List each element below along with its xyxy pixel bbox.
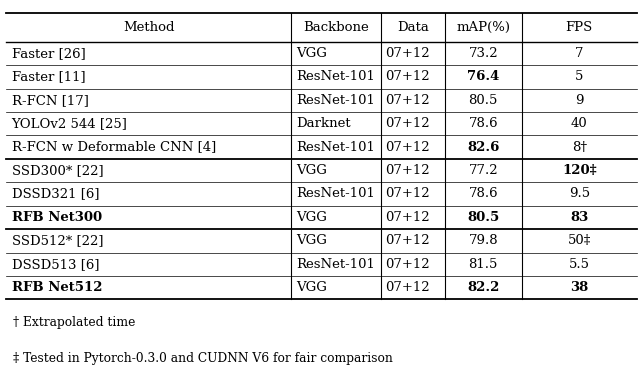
Text: Backbone: Backbone bbox=[303, 21, 369, 34]
Text: YOLOv2 544 [25]: YOLOv2 544 [25] bbox=[12, 117, 127, 130]
Text: 5.5: 5.5 bbox=[569, 258, 589, 271]
Text: 76.4: 76.4 bbox=[467, 70, 499, 83]
Text: DSSD513 [6]: DSSD513 [6] bbox=[12, 258, 99, 271]
Text: VGG: VGG bbox=[296, 47, 327, 60]
Text: VGG: VGG bbox=[296, 211, 327, 224]
Text: 78.6: 78.6 bbox=[468, 188, 498, 200]
Text: VGG: VGG bbox=[296, 281, 327, 294]
Text: R-FCN [17]: R-FCN [17] bbox=[12, 94, 88, 107]
Text: 07+12: 07+12 bbox=[385, 70, 429, 83]
Text: ResNet-101: ResNet-101 bbox=[296, 188, 375, 200]
Text: 07+12: 07+12 bbox=[385, 47, 429, 60]
Text: 82.2: 82.2 bbox=[467, 281, 499, 294]
Text: 82.6: 82.6 bbox=[467, 141, 499, 153]
Text: mAP(%): mAP(%) bbox=[456, 21, 510, 34]
Text: 07+12: 07+12 bbox=[385, 234, 429, 247]
Text: 07+12: 07+12 bbox=[385, 94, 429, 107]
Text: 07+12: 07+12 bbox=[385, 281, 429, 294]
Text: SSD512* [22]: SSD512* [22] bbox=[12, 234, 103, 247]
Text: 38: 38 bbox=[570, 281, 588, 294]
Text: ResNet-101: ResNet-101 bbox=[296, 141, 375, 153]
Text: † Extrapolated time: † Extrapolated time bbox=[13, 316, 135, 329]
Text: DSSD321 [6]: DSSD321 [6] bbox=[12, 188, 99, 200]
Text: RFB Net512: RFB Net512 bbox=[12, 281, 102, 294]
Text: 07+12: 07+12 bbox=[385, 141, 429, 153]
Text: 79.8: 79.8 bbox=[468, 234, 498, 247]
Text: Faster [11]: Faster [11] bbox=[12, 70, 85, 83]
Text: VGG: VGG bbox=[296, 234, 327, 247]
Text: 83: 83 bbox=[570, 211, 588, 224]
Text: 9.5: 9.5 bbox=[568, 188, 590, 200]
Text: ResNet-101: ResNet-101 bbox=[296, 70, 375, 83]
Text: 07+12: 07+12 bbox=[385, 211, 429, 224]
Text: 07+12: 07+12 bbox=[385, 164, 429, 177]
Text: ‡ Tested in Pytorch-0.3.0 and CUDNN V6 for fair comparison: ‡ Tested in Pytorch-0.3.0 and CUDNN V6 f… bbox=[13, 352, 393, 365]
Text: SSD300* [22]: SSD300* [22] bbox=[12, 164, 103, 177]
Text: ResNet-101: ResNet-101 bbox=[296, 94, 375, 107]
Text: 81.5: 81.5 bbox=[468, 258, 498, 271]
Text: 7: 7 bbox=[575, 47, 584, 60]
Text: Darknet: Darknet bbox=[296, 117, 351, 130]
Text: 50‡: 50‡ bbox=[568, 234, 591, 247]
Text: 40: 40 bbox=[571, 117, 588, 130]
Text: R-FCN w Deformable CNN [4]: R-FCN w Deformable CNN [4] bbox=[12, 141, 216, 153]
Text: 8†: 8† bbox=[572, 141, 587, 153]
Text: Faster [26]: Faster [26] bbox=[12, 47, 85, 60]
Text: 07+12: 07+12 bbox=[385, 258, 429, 271]
Text: VGG: VGG bbox=[296, 164, 327, 177]
Text: 07+12: 07+12 bbox=[385, 117, 429, 130]
Text: 80.5: 80.5 bbox=[467, 211, 499, 224]
Text: 07+12: 07+12 bbox=[385, 188, 429, 200]
Text: 78.6: 78.6 bbox=[468, 117, 498, 130]
Text: 80.5: 80.5 bbox=[468, 94, 498, 107]
Text: FPS: FPS bbox=[566, 21, 593, 34]
Text: 9: 9 bbox=[575, 94, 584, 107]
Text: ResNet-101: ResNet-101 bbox=[296, 258, 375, 271]
Text: 120‡: 120‡ bbox=[562, 164, 596, 177]
Text: Method: Method bbox=[123, 21, 175, 34]
Text: 73.2: 73.2 bbox=[468, 47, 498, 60]
Text: 77.2: 77.2 bbox=[468, 164, 498, 177]
Text: 5: 5 bbox=[575, 70, 584, 83]
Text: RFB Net300: RFB Net300 bbox=[12, 211, 102, 224]
Text: Data: Data bbox=[397, 21, 429, 34]
